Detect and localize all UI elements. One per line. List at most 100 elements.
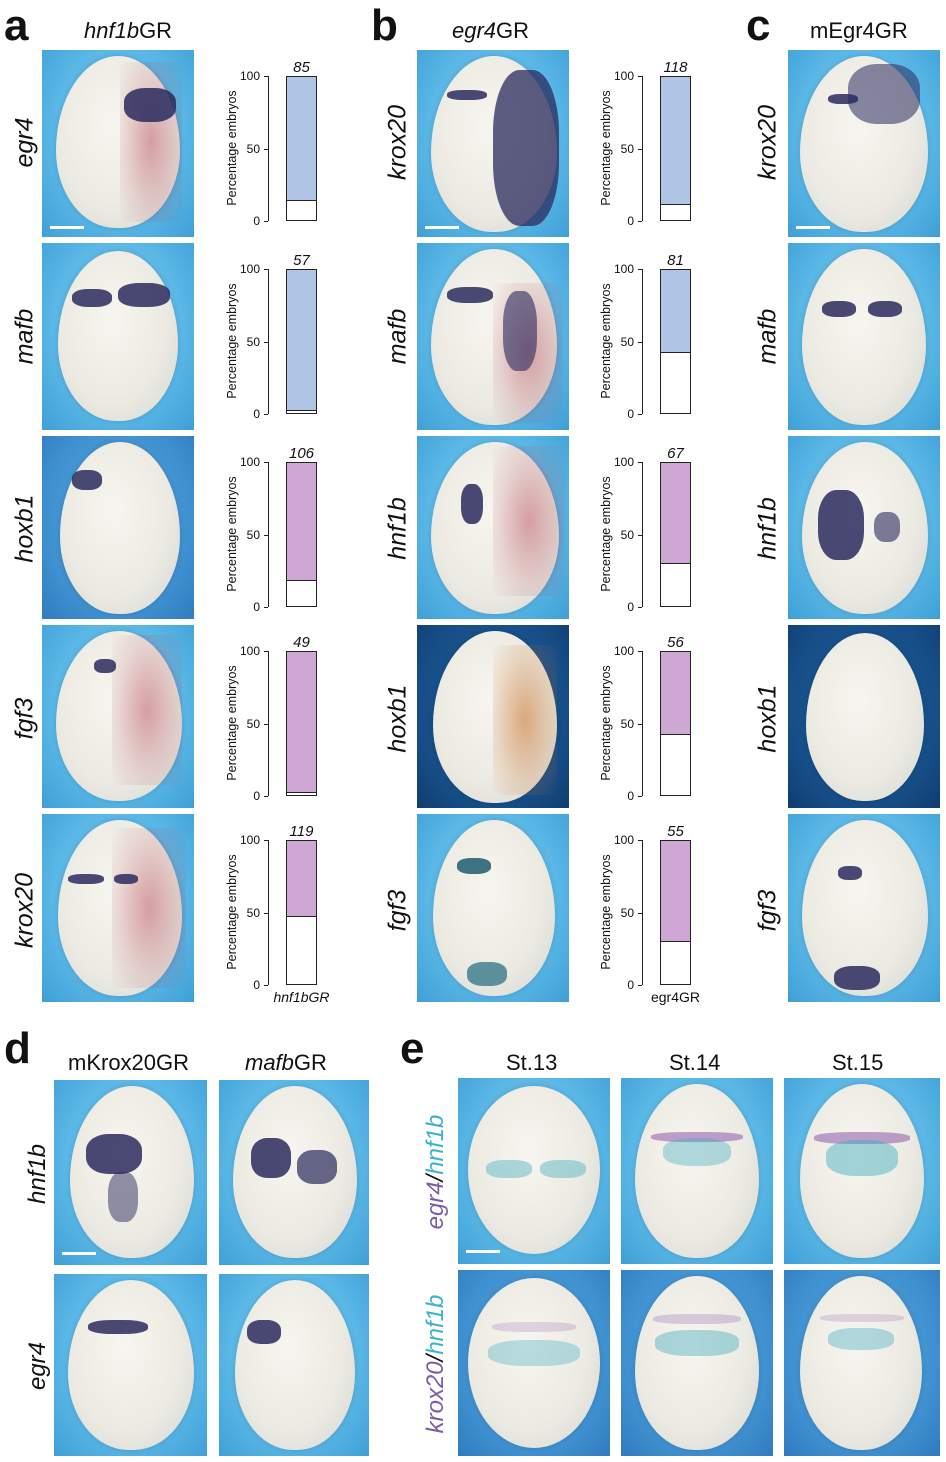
chart-a-krox20: Percentage embryos 0 50 100 119 hnf1bGR — [225, 823, 350, 1025]
y-tick-label: 50 — [620, 905, 634, 920]
y-axis-line — [642, 269, 643, 414]
y-tick-label: 100 — [239, 455, 260, 469]
gene-label-e-2-a: krox20 — [422, 1361, 449, 1434]
header-a-gene: hnf1b — [84, 18, 140, 43]
gene-label-d-2: egr4 — [24, 1341, 51, 1391]
y-tick-label: 100 — [613, 833, 634, 847]
gene-label-b-3: hnf1b — [383, 497, 412, 560]
expression-stain — [663, 1138, 731, 1166]
expression-stain — [488, 1340, 580, 1366]
expression-stain — [251, 1138, 291, 1178]
chart-b-mafb: Percentage embryos 0 50 100 81 — [599, 252, 724, 454]
photo-c-fgf3 — [788, 814, 940, 1002]
embryo — [56, 56, 180, 228]
gene-label-a-1: egr4 — [10, 117, 39, 168]
expression-stain — [457, 858, 491, 874]
chart-b-krox20: Percentage embryos 0 50 100 118 — [599, 59, 724, 261]
expression-stain — [874, 512, 900, 542]
expression-stain — [247, 1320, 281, 1344]
y-tick-mark — [638, 341, 642, 343]
y-tick-mark — [264, 76, 268, 77]
expression-stain — [447, 287, 493, 303]
red-lineage-tracer — [112, 828, 186, 988]
sample-count-label: 106 — [288, 445, 315, 462]
y-tick-mark — [638, 840, 642, 841]
gene-label-a-4: fgf3 — [10, 697, 39, 740]
photo-e-st14-krox20 — [621, 1270, 773, 1456]
y-tick-mark — [264, 723, 268, 725]
y-tick-label: 50 — [246, 905, 260, 920]
scale-bar — [466, 1250, 500, 1253]
y-axis-line — [642, 76, 643, 221]
expression-stain — [108, 1172, 138, 1222]
photo-d-mkrox20-hnf1b — [54, 1080, 207, 1265]
gene-label-d-1: hnf1b — [24, 1143, 51, 1205]
chart-a-egr4: Percentage embryos 0 50 100 85 — [225, 59, 350, 261]
bar-colored-segment — [660, 76, 691, 206]
scale-bar — [796, 226, 830, 229]
scale-bar — [50, 226, 84, 229]
photo-b-hoxb1 — [417, 625, 569, 808]
sample-count-label: 81 — [667, 252, 684, 269]
expression-stain — [118, 283, 170, 307]
y-tick-label: 0 — [627, 978, 634, 992]
y-tick-mark — [638, 607, 642, 608]
chart-b-fgf3: Percentage embryos 0 50 100 55 egr4GR — [599, 823, 724, 1025]
embryo — [802, 249, 926, 425]
embryo — [431, 442, 559, 614]
expression-stain — [834, 966, 880, 990]
y-tick-label: 100 — [613, 69, 634, 83]
photo-d-mafb-egr4 — [219, 1274, 369, 1456]
y-axis-line — [642, 462, 643, 607]
header-d2-gene: mafb — [245, 1050, 294, 1075]
y-tick-label: 50 — [246, 334, 260, 349]
header-d2: mafbGR — [245, 1052, 327, 1074]
photo-a-egr4 — [42, 50, 194, 237]
y-tick-mark — [638, 796, 642, 797]
expression-stain — [72, 289, 112, 307]
y-tick-label: 50 — [620, 334, 634, 349]
sample-count-label: 57 — [293, 252, 310, 269]
bar-colored-segment — [286, 76, 317, 201]
y-tick-mark — [264, 607, 268, 608]
y-tick-label: 50 — [620, 141, 634, 156]
x-axis-label: egr4GR — [650, 989, 701, 1005]
gene-label-a-3: hoxb1 — [10, 494, 39, 563]
expression-stain — [461, 484, 483, 524]
y-tick-label: 0 — [627, 214, 634, 228]
embryo — [635, 1276, 759, 1450]
gene-label-b-1: krox20 — [383, 104, 412, 181]
gene-label-e-2-sep: / — [422, 1354, 449, 1362]
y-tick-mark — [638, 723, 642, 725]
header-e3: St.15 — [832, 1050, 884, 1075]
y-tick-mark — [264, 840, 268, 841]
expression-stain — [72, 470, 102, 490]
expression-stain — [822, 301, 856, 317]
expression-stain — [651, 1132, 743, 1142]
bar-white-segment — [660, 940, 691, 985]
gene-label-e-1: egr4/hnf1b — [422, 1092, 450, 1252]
expression-stain — [540, 1160, 586, 1178]
expression-stain — [503, 291, 537, 371]
bar-white-segment — [660, 562, 691, 607]
bar-white-segment — [660, 352, 691, 414]
expression-stain — [493, 70, 559, 226]
chart-b-hoxb1: Percentage embryos 0 50 100 56 — [599, 634, 724, 836]
gene-label-b-5: fgf3 — [383, 889, 412, 932]
chart-a-mafb: Percentage embryos 0 50 100 57 — [225, 252, 350, 454]
header-e1: St.13 — [506, 1050, 558, 1075]
y-tick-label: 50 — [246, 141, 260, 156]
header-e2: St.14 — [669, 1050, 721, 1075]
y-tick-mark — [264, 912, 268, 914]
embryo — [60, 442, 180, 614]
y-tick-mark — [264, 269, 268, 270]
expression-stain — [838, 866, 862, 880]
y-tick-label: 100 — [239, 262, 260, 276]
chart-a-hoxb1: Percentage embryos 0 50 100 106 — [225, 445, 350, 647]
y-tick-mark — [638, 651, 642, 652]
bar-white-segment — [286, 915, 317, 985]
photo-e-st15-krox20 — [784, 1270, 940, 1456]
expression-stain — [818, 490, 864, 560]
bar-white-segment — [286, 792, 317, 796]
photo-c-mafb — [788, 243, 940, 430]
